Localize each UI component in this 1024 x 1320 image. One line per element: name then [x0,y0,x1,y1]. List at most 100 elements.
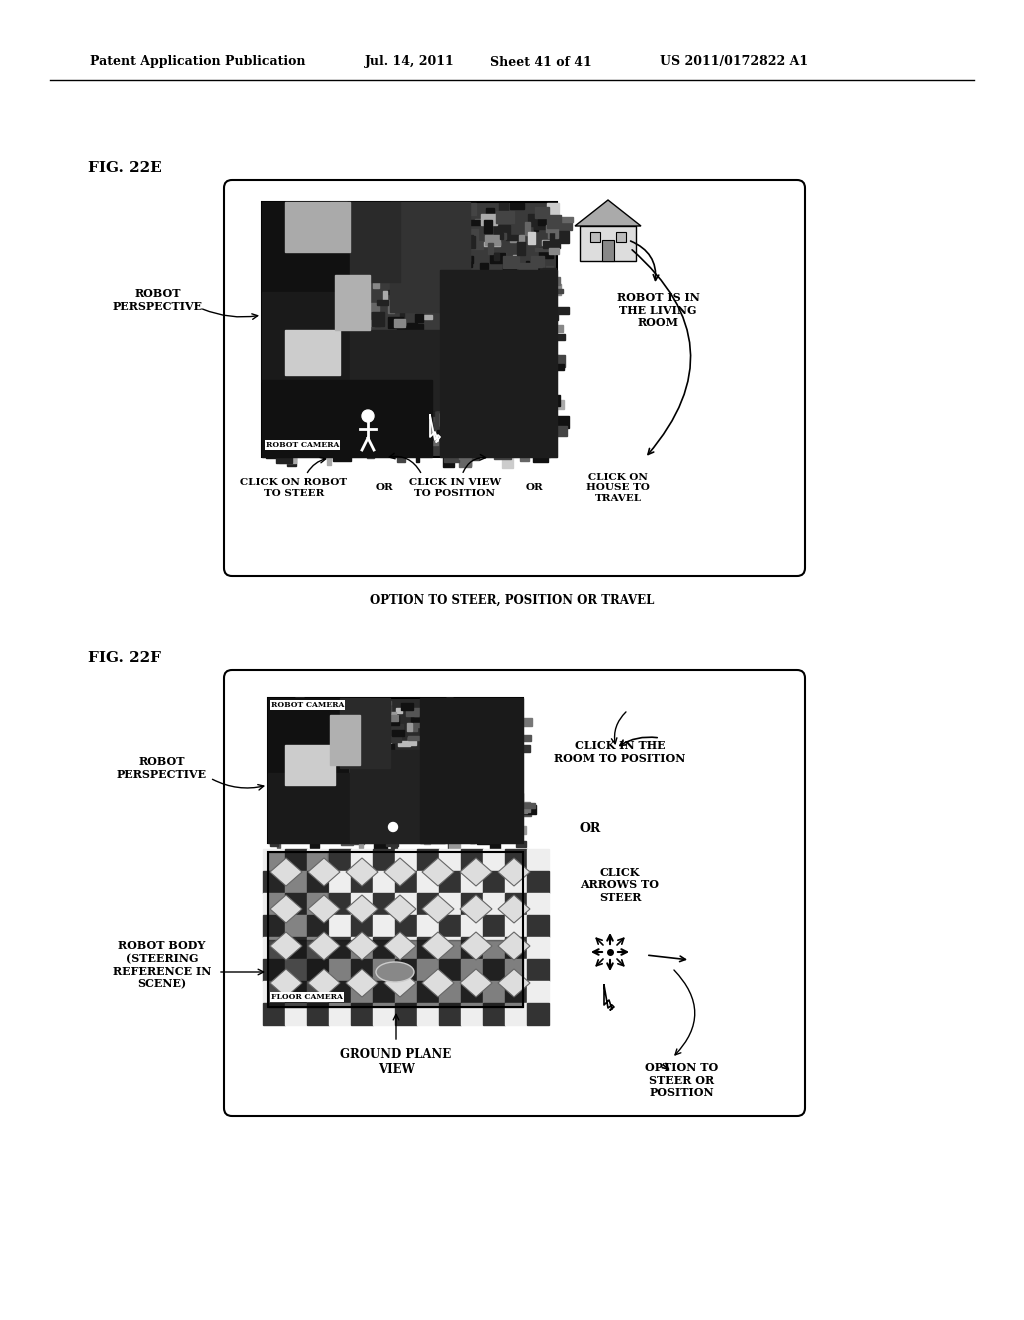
Bar [550,395,560,407]
Bar [505,800,508,807]
Bar [513,255,518,267]
Bar [452,209,469,218]
Bar [503,268,516,281]
Bar [352,223,357,234]
Bar [307,849,329,871]
Bar [340,698,390,768]
Bar [350,202,400,282]
Bar [457,791,469,795]
Ellipse shape [362,411,374,422]
Bar [331,302,341,315]
Bar [391,277,406,281]
Bar [409,781,412,792]
Bar [415,713,425,717]
Bar [415,325,423,331]
Bar [375,334,381,346]
Bar [456,715,463,719]
Polygon shape [460,969,492,997]
Bar [269,829,278,832]
Bar [497,730,502,741]
Bar [602,240,614,261]
Bar [272,774,280,783]
Bar [399,218,417,222]
Bar [531,256,544,267]
Bar [271,809,279,814]
Bar [507,312,519,322]
Bar [384,701,391,705]
Bar [382,433,391,438]
Bar [476,737,482,742]
Bar [343,763,355,767]
Bar [407,322,417,330]
Bar [310,701,322,706]
Bar [397,451,406,462]
Text: CLICK ON
HOUSE TO
TRAVEL: CLICK ON HOUSE TO TRAVEL [586,473,650,503]
Bar [521,405,537,418]
Bar [373,960,395,981]
Bar [264,367,271,380]
Bar [263,894,285,915]
Text: ROBOT BODY
(STEERING
REFERENCE IN
SCENE): ROBOT BODY (STEERING REFERENCE IN SCENE) [113,940,211,990]
Bar [439,871,461,894]
Bar [478,359,486,371]
Bar [456,235,473,240]
Bar [449,837,455,841]
Bar [322,446,330,451]
Bar [548,226,558,239]
Bar [359,420,364,424]
Polygon shape [346,895,378,923]
Bar [269,298,288,302]
Bar [355,331,360,346]
Bar [377,374,385,387]
Bar [465,219,480,226]
Bar [375,318,380,326]
Bar [535,248,552,251]
Bar [342,763,346,770]
Bar [439,937,461,960]
Polygon shape [604,985,614,1010]
Polygon shape [308,969,340,997]
Bar [483,937,505,960]
Bar [270,219,287,227]
Bar [390,202,470,312]
Bar [412,715,423,722]
Bar [282,350,294,354]
Bar [349,799,356,808]
Bar [276,417,292,429]
Bar [496,350,511,356]
Bar [498,772,501,777]
Bar [457,805,464,810]
Bar [404,828,418,837]
Bar [544,391,552,397]
Bar [306,389,319,393]
Bar [519,450,534,454]
Bar [309,209,319,214]
Bar [527,960,549,981]
Bar [500,232,504,239]
Bar [424,722,436,726]
Bar [329,317,334,326]
Polygon shape [346,932,378,960]
Bar [301,384,306,391]
Bar [544,356,556,367]
Bar [516,841,526,847]
Bar [509,273,522,282]
Bar [349,236,364,243]
Bar [416,218,428,223]
Bar [395,849,417,871]
Polygon shape [498,858,530,886]
Bar [467,421,471,429]
Bar [297,754,308,760]
Bar [375,841,387,851]
Bar [293,834,303,838]
Bar [291,792,301,796]
Bar [350,367,367,370]
Bar [518,807,531,816]
Bar [497,383,501,389]
Bar [396,360,402,368]
Bar [322,302,332,312]
Bar [350,719,361,726]
Bar [503,256,519,268]
Bar [391,222,409,234]
Bar [436,821,450,826]
